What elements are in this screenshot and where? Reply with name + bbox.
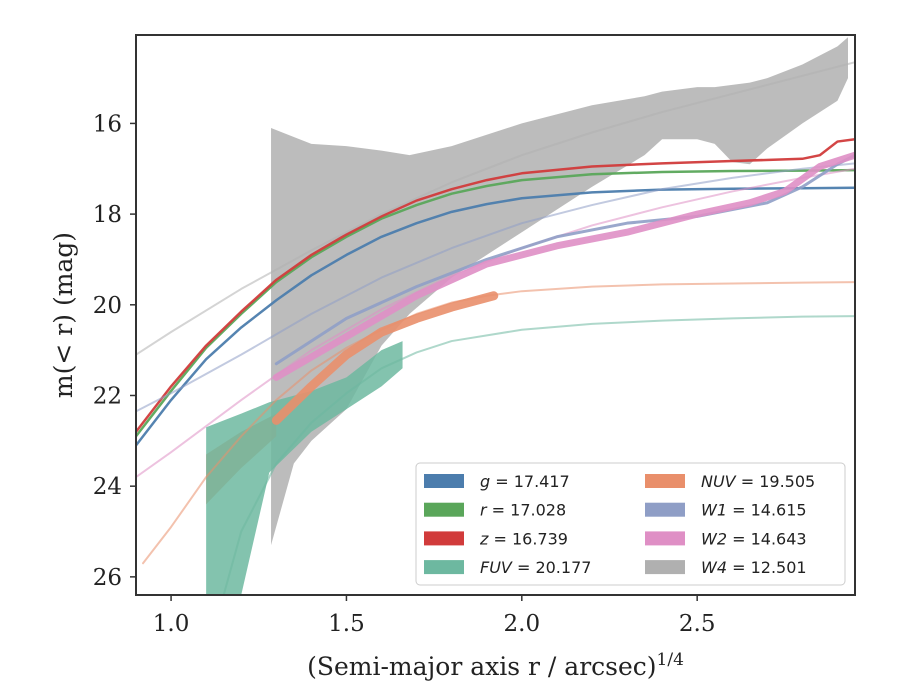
series-line-w4	[136, 61, 855, 356]
legend-item-w2: W2 = 14.643	[645, 529, 807, 548]
legend-item-nuv: NUV = 19.505	[645, 472, 815, 491]
y-tick-label: 24	[93, 474, 122, 500]
y-tick-label: 16	[93, 111, 122, 137]
legend-swatch	[424, 560, 464, 575]
legend-label: z = 16.739	[479, 529, 568, 548]
legend-swatch	[424, 531, 464, 546]
legend-item-g: g = 17.417	[424, 472, 570, 491]
legend-swatch	[424, 474, 464, 488]
legend-label: W4 = 12.501	[701, 558, 807, 577]
series-line-z	[136, 138, 855, 434]
series-band-fuv	[206, 341, 403, 595]
series-profile-w2	[272, 151, 855, 381]
legend-swatch	[424, 502, 464, 517]
legend-swatch	[645, 560, 685, 575]
legend-box	[415, 462, 846, 586]
series-line-w1	[136, 162, 855, 413]
y-tick-label: 22	[93, 383, 122, 409]
legend-item-fuv: FUV = 20.177	[424, 558, 591, 577]
legend-label: W1 = 14.615	[701, 501, 807, 520]
series-line-g	[136, 186, 855, 447]
legend-item-w1: W1 = 14.615	[645, 501, 807, 520]
legend-label: g = 17.417	[480, 472, 570, 491]
legend-label: W2 = 14.643	[701, 529, 807, 548]
legend-label: FUV = 20.177	[480, 558, 591, 577]
y-tick-label: 26	[93, 565, 122, 591]
x-tick-label: 2.5	[679, 611, 716, 637]
plot-area	[136, 37, 855, 595]
series-profile-w1	[274, 153, 855, 366]
y-tick-label: 20	[93, 293, 122, 319]
legend-item-r: r = 17.028	[424, 501, 566, 520]
legend-swatch	[645, 531, 685, 546]
y-axis-label: m(< r) (mag)	[49, 232, 78, 398]
x-tick-label: 1.5	[328, 611, 365, 637]
legend-item-w4: W4 = 12.501	[645, 558, 807, 577]
legend-swatch	[645, 502, 685, 517]
legend-item-z: z = 16.739	[424, 529, 568, 548]
plot-frame	[135, 34, 856, 596]
series-line-r	[136, 168, 855, 438]
series-band-w4	[271, 37, 848, 546]
x-tick-label: 2.0	[504, 611, 541, 637]
legend-label: r = 17.028	[480, 501, 566, 520]
x-tick-label: 1.0	[153, 611, 190, 637]
legend: g = 17.417 r = 17.028 z = 16.739 FUV = 20.1…	[415, 462, 846, 586]
axis-ticks: 1.0 1.5 2.0 2.5 16 18 20 22 24 26	[93, 111, 716, 637]
series-profile-nuv	[271, 291, 499, 425]
legend-label: NUV = 19.505	[701, 472, 815, 491]
series-line-fuv	[222, 315, 855, 595]
legend-swatch	[645, 474, 685, 488]
x-axis-label: (Semi-major axis r / arcsec)1/4	[307, 650, 684, 681]
y-tick-label: 18	[93, 202, 122, 228]
